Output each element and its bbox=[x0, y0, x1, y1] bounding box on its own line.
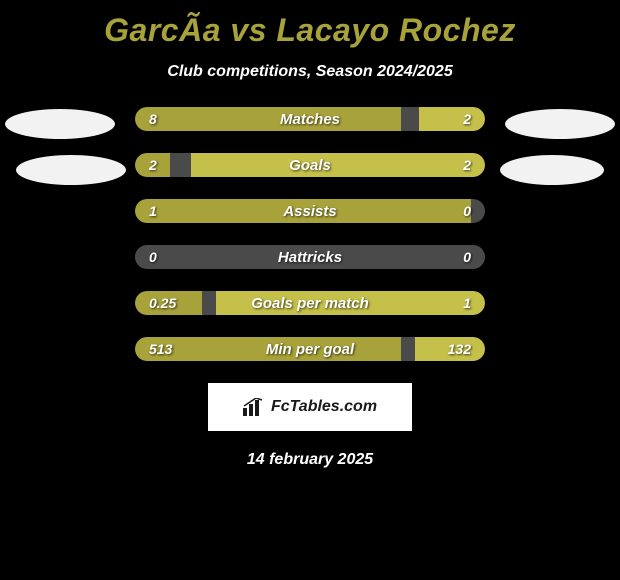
stat-value-left: 2 bbox=[149, 153, 157, 177]
stat-bar-left bbox=[135, 337, 401, 361]
stat-bar-right bbox=[419, 107, 486, 131]
stat-value-left: 513 bbox=[149, 337, 172, 361]
stat-row: Matches82 bbox=[135, 107, 485, 131]
subtitle: Club competitions, Season 2024/2025 bbox=[0, 63, 620, 81]
stat-value-right: 2 bbox=[463, 153, 471, 177]
stat-label: Hattricks bbox=[135, 245, 485, 269]
footer-brand-badge: FcTables.com bbox=[208, 383, 412, 431]
stat-value-right: 0 bbox=[463, 245, 471, 269]
stat-row: Hattricks0 0 bbox=[135, 245, 485, 269]
stat-bar-left bbox=[135, 107, 401, 131]
stat-value-left: 0 bbox=[149, 245, 157, 269]
page-title: GarcÃ­a vs Lacayo Rochez bbox=[0, 0, 620, 49]
player-right-avatar-placeholder bbox=[505, 109, 615, 139]
stat-row: Goals22 bbox=[135, 153, 485, 177]
stat-bar-right bbox=[216, 291, 486, 315]
stat-bar-right bbox=[191, 153, 485, 177]
stat-value-left: 0.25 bbox=[149, 291, 176, 315]
stat-row: Goals per match0.251 bbox=[135, 291, 485, 315]
stat-row: Min per goal513132 bbox=[135, 337, 485, 361]
stat-value-right: 132 bbox=[448, 337, 471, 361]
footer-brand-text: FcTables.com bbox=[271, 398, 377, 416]
stat-bar-left bbox=[135, 199, 471, 223]
stat-value-right: 1 bbox=[463, 291, 471, 315]
player-left-avatar-placeholder bbox=[5, 109, 115, 139]
bars-container: Matches82Goals22Assists10Hattricks00Goal… bbox=[135, 107, 485, 361]
chart-icon bbox=[243, 398, 265, 416]
stat-value-right: 0 bbox=[463, 199, 471, 223]
player-right-avatar-placeholder bbox=[500, 155, 604, 185]
stat-value-left: 8 bbox=[149, 107, 157, 131]
stat-row: Assists10 bbox=[135, 199, 485, 223]
stat-value-left: 1 bbox=[149, 199, 157, 223]
player-left-avatar-placeholder bbox=[16, 155, 126, 185]
date-label: 14 february 2025 bbox=[0, 451, 620, 469]
comparison-chart: Matches82Goals22Assists10Hattricks00Goal… bbox=[0, 107, 620, 361]
stat-value-right: 2 bbox=[463, 107, 471, 131]
